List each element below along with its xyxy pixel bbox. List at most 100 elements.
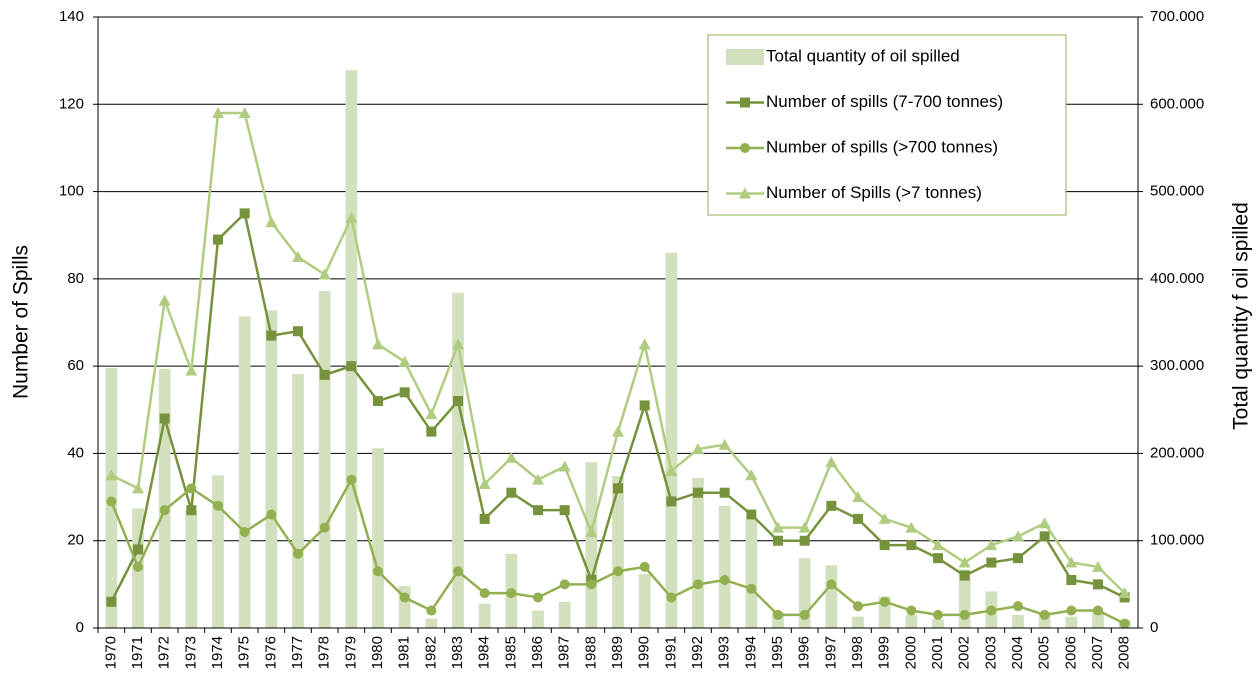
marker — [878, 512, 891, 524]
marker — [292, 251, 304, 263]
y2-axis-title: Total quantity f oil spilled — [1230, 202, 1253, 430]
bar — [158, 368, 171, 628]
marker — [773, 609, 783, 620]
x-tick-label: 1983 — [449, 636, 466, 669]
y-tick-label: 60 — [67, 357, 84, 374]
bar — [1038, 612, 1051, 628]
marker — [239, 208, 250, 219]
marker — [293, 326, 303, 337]
marker — [719, 487, 730, 498]
x-tick-label: 1993 — [716, 636, 733, 669]
y2-tick-label: 500.000 — [1150, 183, 1204, 200]
marker — [426, 426, 437, 437]
marker — [613, 483, 623, 494]
marker — [425, 408, 438, 420]
x-tick-label: 1977 — [289, 636, 306, 669]
bar — [372, 448, 384, 628]
marker — [106, 596, 117, 607]
legend-box — [707, 34, 1067, 216]
marker — [186, 483, 197, 494]
marker — [825, 456, 838, 468]
marker — [959, 570, 970, 581]
marker — [373, 396, 383, 407]
x-tick-label: 1990 — [636, 636, 653, 669]
y-tick-label: 80 — [67, 270, 84, 287]
marker — [213, 500, 223, 511]
marker — [453, 566, 463, 577]
marker — [986, 605, 997, 616]
marker — [746, 583, 757, 594]
x-tick-label: 1980 — [369, 636, 386, 669]
marker — [532, 473, 544, 485]
marker — [718, 438, 731, 450]
bar — [772, 612, 784, 628]
marker — [158, 294, 171, 306]
x-tick-label: 1974 — [209, 636, 226, 669]
bar — [452, 292, 464, 628]
bar — [798, 558, 811, 628]
bar — [692, 477, 704, 628]
marker — [266, 330, 277, 341]
x-tick-label: 2002 — [956, 636, 973, 669]
marker — [932, 539, 944, 551]
legend-label: Number of spills (7-700 tonnes) — [766, 92, 1003, 111]
marker — [666, 496, 677, 507]
marker — [665, 464, 678, 476]
marker — [799, 609, 810, 620]
lines — [105, 107, 1131, 629]
bar — [612, 476, 624, 628]
bar — [292, 373, 304, 628]
marker — [1039, 609, 1050, 620]
marker — [692, 443, 704, 455]
marker — [853, 513, 863, 524]
bar — [665, 252, 678, 628]
marker — [559, 579, 570, 590]
y-tick-label: 120 — [59, 95, 84, 112]
bar — [932, 619, 944, 628]
marker — [533, 505, 543, 516]
marker — [186, 505, 197, 516]
marker — [133, 561, 143, 572]
marker — [505, 451, 518, 463]
marker — [773, 535, 783, 546]
x-tick-label: 1985 — [502, 636, 519, 669]
marker — [879, 540, 890, 551]
marker — [612, 425, 624, 437]
marker — [479, 513, 490, 524]
bar — [345, 70, 358, 629]
x-tick-label: 1986 — [529, 636, 546, 669]
bar — [398, 586, 411, 628]
marker — [185, 364, 198, 376]
bar — [212, 475, 224, 628]
x-tick-label: 1979 — [342, 636, 359, 669]
bar — [478, 603, 491, 628]
marker — [318, 268, 331, 280]
marker — [799, 535, 810, 546]
marker — [1119, 618, 1130, 629]
marker — [559, 505, 570, 516]
marker — [1092, 560, 1104, 572]
marker — [772, 521, 784, 533]
marker — [558, 460, 571, 472]
x-tick-label: 1995 — [769, 636, 786, 669]
marker — [1093, 579, 1103, 590]
x-tick-label: 1984 — [476, 636, 493, 669]
y-tick-label: 20 — [67, 532, 84, 549]
y2-tick-label: 200.000 — [1150, 444, 1204, 461]
bar — [1012, 614, 1024, 628]
marker — [905, 521, 918, 533]
x-tick-label: 2005 — [1036, 636, 1053, 669]
marker — [265, 216, 278, 228]
marker — [319, 522, 330, 533]
marker — [585, 525, 598, 537]
marker — [239, 526, 250, 537]
x-tick-label: 1971 — [129, 636, 146, 669]
y2-tick-label: 600.000 — [1150, 95, 1204, 112]
bar — [638, 573, 651, 628]
marker — [739, 187, 751, 199]
y2-tick-label: 300.000 — [1150, 357, 1204, 374]
x-tick-label: 1994 — [742, 636, 759, 669]
bar — [558, 601, 571, 628]
x-tick-label: 1981 — [396, 636, 413, 669]
